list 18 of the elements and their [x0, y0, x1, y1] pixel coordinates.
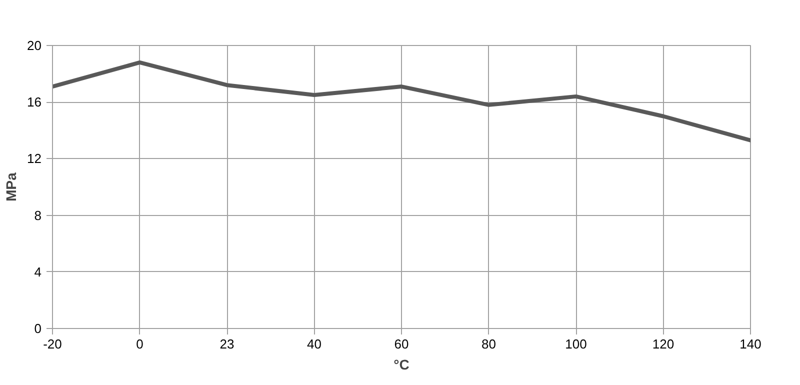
- line-series: [52, 60, 750, 142]
- y-tick-label: 16: [27, 94, 42, 110]
- y-tick-label: 8: [34, 208, 42, 223]
- x-tick-label: -20: [43, 336, 62, 352]
- x-axis-title: °C: [394, 356, 410, 372]
- x-tick-label: 80: [482, 336, 496, 352]
- y-tick-label: 20: [27, 38, 42, 53]
- y-tick-label: 12: [27, 151, 42, 166]
- y-tick-label: 0: [34, 321, 42, 336]
- x-tick-label: 60: [394, 336, 409, 352]
- y-axis-title: MPa: [3, 172, 20, 202]
- x-tick-label: 0: [136, 336, 144, 352]
- x-tick-label: 140: [740, 336, 762, 352]
- x-tick-label: 100: [565, 336, 587, 352]
- y-tick-label: 4: [34, 264, 42, 280]
- x-tick-label: 40: [307, 336, 322, 352]
- x-tick-label: 120: [652, 336, 674, 352]
- x-tick-label: 23: [220, 336, 234, 352]
